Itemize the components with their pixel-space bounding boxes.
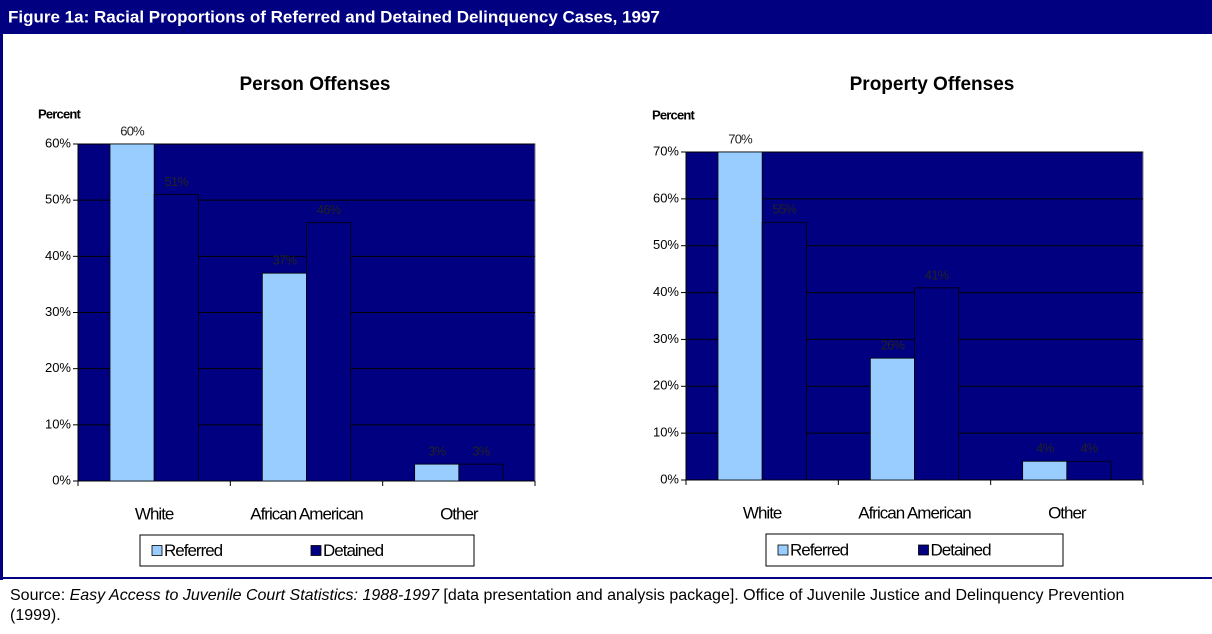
x-tick-label: Other <box>1048 503 1087 522</box>
bar <box>761 221 807 481</box>
y-tick-label: 50% <box>653 237 679 252</box>
bar <box>458 463 504 482</box>
legend-box <box>139 534 475 567</box>
y-tick-label: 50% <box>45 192 71 207</box>
bar <box>414 463 460 482</box>
legend-swatch <box>777 544 789 556</box>
bar <box>869 357 915 481</box>
value-label: 51% <box>164 174 189 189</box>
value-label: 3% <box>428 444 446 459</box>
legend-label: Referred <box>790 540 849 559</box>
y-tick-label: 60% <box>45 135 71 150</box>
legend-swatch <box>310 545 322 556</box>
y-tick-label: 20% <box>653 378 679 393</box>
value-label: 3% <box>472 444 490 459</box>
source-note: Source: Easy Access to Juvenile Court St… <box>10 586 1130 626</box>
legend-swatch <box>918 544 929 556</box>
value-label: 26% <box>881 338 906 353</box>
bar <box>153 194 199 482</box>
x-tick-label: White <box>743 503 782 522</box>
y-tick-label: 10% <box>653 425 679 440</box>
value-label: 41% <box>925 267 950 282</box>
value-label: 37% <box>273 253 298 268</box>
x-tick-label: African American <box>250 504 363 523</box>
source-prefix: Source: <box>10 587 70 604</box>
bar <box>306 222 352 482</box>
x-tick-label: African American <box>858 503 971 522</box>
y-tick-label: 40% <box>45 248 71 263</box>
x-tick-label: White <box>135 504 174 523</box>
y-tick-label: 0% <box>52 472 71 487</box>
value-label: 60% <box>120 123 145 138</box>
figure-title: Figure 1a: Racial Proportions of Referre… <box>8 7 660 26</box>
value-label: 4% <box>1036 441 1054 456</box>
chart-title: Property Offenses <box>850 74 1015 95</box>
y-tick-label: 10% <box>45 416 71 431</box>
bar <box>717 151 763 481</box>
bar <box>914 287 960 481</box>
y-axis-label: Percent <box>38 106 82 121</box>
legend-box <box>765 533 1064 567</box>
bar <box>261 272 307 482</box>
header-bar <box>0 0 1212 34</box>
y-tick-label: 70% <box>653 143 679 158</box>
value-label: 4% <box>1080 441 1098 456</box>
frame-bottom <box>0 577 1212 579</box>
bar <box>109 143 155 482</box>
value-label: 46% <box>317 202 342 217</box>
bar <box>1066 460 1112 481</box>
legend-label: Detained <box>323 541 384 560</box>
value-label: 55% <box>772 202 797 217</box>
y-tick-label: 20% <box>45 360 71 375</box>
legend-label: Referred <box>164 541 223 560</box>
y-tick-label: 60% <box>653 190 679 205</box>
y-axis-label: Percent <box>652 107 696 122</box>
legend-label: Detained <box>931 540 992 559</box>
y-tick-label: 30% <box>45 304 71 319</box>
source-title: Easy Access to Juvenile Court Statistics… <box>69 587 439 604</box>
y-tick-label: 0% <box>660 471 679 486</box>
chart-title: Person Offenses <box>240 74 391 95</box>
bar <box>1022 460 1068 481</box>
y-tick-label: 30% <box>653 331 679 346</box>
x-tick-label: Other <box>440 504 479 523</box>
value-label: 70% <box>728 131 753 146</box>
frame-left <box>0 0 3 580</box>
source-suffix: [data presentation and analysis package]… <box>10 587 1125 624</box>
y-tick-label: 40% <box>653 284 679 299</box>
legend-swatch <box>151 545 163 556</box>
